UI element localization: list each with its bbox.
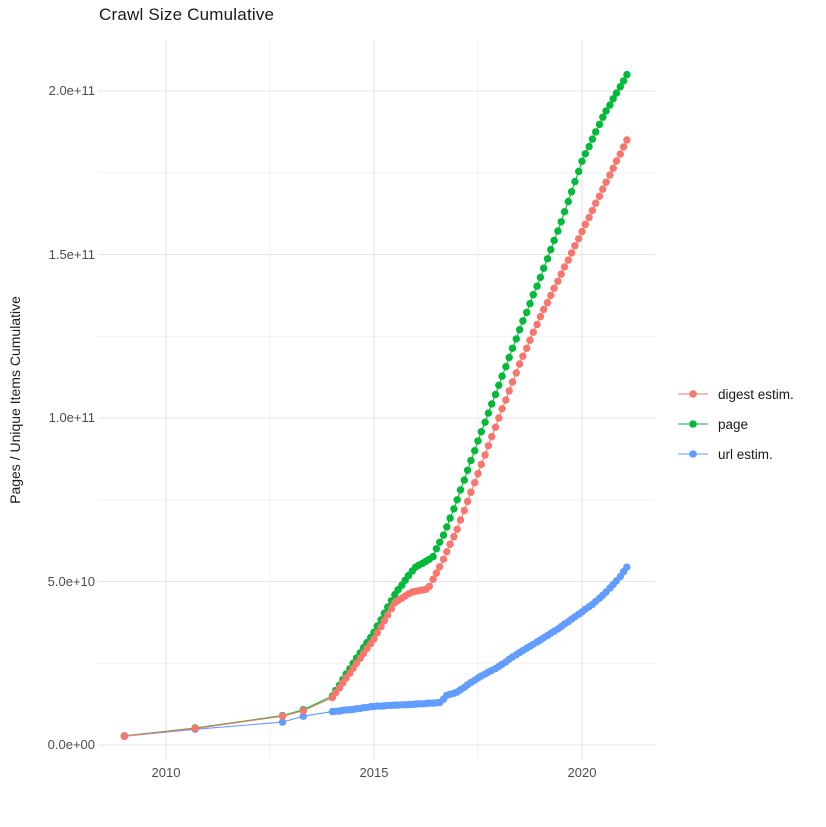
legend-item-url: url estim. <box>676 439 794 469</box>
legend-label: digest estim. <box>718 386 794 402</box>
legend-key-icon <box>678 420 708 428</box>
legend-key-icon <box>678 450 708 458</box>
x-tick-label: 2015 <box>359 765 389 780</box>
legend-label: page <box>718 416 749 432</box>
y-tick-label: 1.5e+11 <box>48 247 95 262</box>
y-tick-label: 1.0e+11 <box>48 410 95 425</box>
legend-item-digest: digest estim. <box>676 379 794 409</box>
y-tick-label: 5.0e+10 <box>47 574 95 589</box>
x-tick-label: 2010 <box>151 765 181 780</box>
legend-key-icon <box>678 390 708 398</box>
y-tick-label: 0.0e+00 <box>47 737 95 752</box>
x-tick-label: 2020 <box>567 765 597 780</box>
legend: digest estim. page url estim. <box>676 379 794 469</box>
legend-item-page: page <box>676 409 794 439</box>
legend-label: url estim. <box>718 446 773 462</box>
y-tick-label: 2.0e+11 <box>48 83 95 98</box>
page-title: Crawl Size Cumulative <box>99 5 275 24</box>
